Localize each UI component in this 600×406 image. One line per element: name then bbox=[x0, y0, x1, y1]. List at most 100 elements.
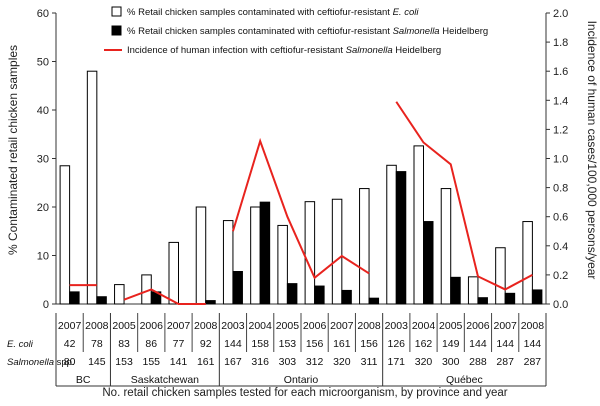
province-label: BC bbox=[76, 374, 91, 386]
bar-salmonella bbox=[96, 296, 107, 305]
salmonella-count: 153 bbox=[115, 356, 133, 368]
bar-ecoli bbox=[222, 220, 234, 305]
year-label: 2008 bbox=[85, 320, 109, 332]
ecoli-count: 161 bbox=[333, 338, 351, 350]
row-label-italic: Salmonella bbox=[7, 357, 54, 368]
legend-label-italic: Salmonella bbox=[393, 26, 440, 37]
bar-ecoli bbox=[440, 188, 452, 305]
year-label: 2005 bbox=[112, 320, 136, 332]
row-label-italic: E. coli bbox=[7, 339, 34, 350]
salmonella-count: 316 bbox=[251, 356, 269, 368]
y-tick-label: 10 bbox=[37, 251, 49, 263]
legend-label-prefix: Incidence of human infection with ceftio… bbox=[127, 45, 346, 56]
salmonella-count: 80 bbox=[64, 356, 76, 368]
bar-ecoli bbox=[495, 247, 506, 305]
legend-label-prefix: % Retail chicken samples contaminated wi… bbox=[127, 26, 393, 37]
bar-ecoli bbox=[195, 206, 207, 305]
sample-count-table: E. coli Salmonella spp. 2007 42 80 2008 78 145 B… bbox=[7, 313, 547, 387]
y-axis-title: % Contaminated retail chicken samples bbox=[6, 45, 20, 255]
ecoli-count: 78 bbox=[91, 338, 103, 350]
y-tick-label: 60 bbox=[37, 8, 49, 20]
salmonella-count: 312 bbox=[306, 356, 324, 368]
year-label: 2006 bbox=[140, 320, 164, 332]
ecoli-count: 156 bbox=[360, 338, 378, 350]
plot-area: 0 10 20 30 40 50 60 0.0 0.2 0.4 0.6 0.8 1.0 1.2 1.4 1.6… bbox=[37, 8, 569, 311]
year-label: 2003 bbox=[385, 320, 409, 332]
salmonella-count: 300 bbox=[442, 356, 460, 368]
bar-ecoli bbox=[250, 206, 261, 305]
y2-tick-label: 0.6 bbox=[553, 212, 568, 224]
salmonella-count: 320 bbox=[415, 356, 433, 368]
year-label: 2008 bbox=[521, 320, 545, 332]
bar-ecoli bbox=[168, 241, 179, 305]
year-label: 2008 bbox=[194, 320, 218, 332]
salmonella-count: 303 bbox=[279, 356, 297, 368]
bar-salmonella bbox=[69, 291, 80, 305]
bar-salmonella bbox=[531, 289, 543, 305]
salmonella-count: 287 bbox=[496, 356, 514, 368]
salmonella-count: 287 bbox=[524, 356, 542, 368]
salmonella-count: 161 bbox=[197, 356, 215, 368]
year-label: 2005 bbox=[439, 320, 463, 332]
year-label: 2004 bbox=[412, 320, 436, 332]
year-label: 2006 bbox=[303, 320, 327, 332]
bar-ecoli bbox=[304, 201, 316, 305]
province-label: Québec bbox=[446, 374, 483, 386]
salmonella-count: 320 bbox=[333, 356, 351, 368]
year-label: 2004 bbox=[248, 320, 272, 332]
bar-ecoli bbox=[86, 70, 98, 305]
y2-tick-label: 1.0 bbox=[553, 154, 568, 166]
salmonella-count: 311 bbox=[361, 356, 378, 368]
bar-salmonella bbox=[232, 271, 243, 305]
x-axis-title: No. retail chicken samples tested for ea… bbox=[102, 387, 507, 399]
bar-salmonella bbox=[450, 276, 461, 305]
year-label: 2005 bbox=[276, 320, 300, 332]
bar-salmonella bbox=[286, 283, 298, 305]
bar-salmonella bbox=[368, 297, 380, 305]
province-label: Saskatchewan bbox=[131, 374, 199, 386]
bar-salmonella bbox=[504, 292, 516, 305]
y2-tick-label: 0.8 bbox=[553, 183, 568, 195]
ecoli-count: 144 bbox=[224, 338, 242, 350]
bar-salmonella bbox=[395, 171, 407, 305]
table-row-label: Salmonella spp. bbox=[7, 357, 75, 368]
y2-tick-label: 0.0 bbox=[553, 299, 568, 311]
year-label: 2008 bbox=[357, 320, 381, 332]
bar-ecoli bbox=[359, 188, 370, 305]
bar-ecoli bbox=[386, 164, 397, 305]
ecoli-count: 144 bbox=[524, 338, 542, 350]
bar-ecoli bbox=[277, 224, 288, 305]
ecoli-count: 92 bbox=[200, 338, 212, 350]
legend-label: % Retail chicken samples contaminated wi… bbox=[127, 26, 488, 37]
year-label: 2006 bbox=[466, 320, 490, 332]
legend-swatch-salmonella bbox=[111, 25, 122, 36]
ecoli-count: 77 bbox=[173, 338, 185, 350]
year-label: 2007 bbox=[58, 320, 82, 332]
y2-tick-label: 1.2 bbox=[553, 124, 568, 136]
bar-ecoli bbox=[467, 276, 479, 305]
year-label: 2007 bbox=[493, 320, 517, 332]
incidence-line bbox=[231, 137, 370, 280]
bar-ecoli bbox=[413, 145, 424, 305]
legend-label-italic: E. coli bbox=[393, 7, 420, 18]
y2-tick-label: 1.6 bbox=[553, 66, 568, 78]
bar-ecoli bbox=[114, 284, 125, 305]
salmonella-count: 145 bbox=[88, 356, 106, 368]
incidence-line bbox=[395, 101, 533, 291]
ecoli-count: 158 bbox=[251, 338, 269, 350]
legend-label-prefix: % Retail chicken samples contaminated wi… bbox=[127, 7, 393, 18]
salmonella-count: 167 bbox=[224, 356, 242, 368]
legend-swatch-ecoli bbox=[111, 6, 122, 17]
y2-tick-label: 1.4 bbox=[553, 95, 568, 107]
legend-label-suffix: Heidelberg bbox=[440, 26, 489, 37]
table-row-label: E. coli bbox=[7, 339, 34, 350]
province-label: Ontario bbox=[284, 374, 319, 386]
salmonella-count: 141 bbox=[170, 356, 188, 368]
ecoli-count: 126 bbox=[388, 338, 406, 350]
bar-ecoli bbox=[59, 165, 71, 305]
ecoli-count: 156 bbox=[306, 338, 324, 350]
y2-axis-title: Incidence of human cases/100,000 persons… bbox=[585, 21, 599, 280]
legend: % Retail chicken samples contaminated wi… bbox=[104, 6, 488, 56]
y2-tick-label: 0.2 bbox=[553, 270, 568, 282]
bar-salmonella bbox=[205, 300, 216, 305]
